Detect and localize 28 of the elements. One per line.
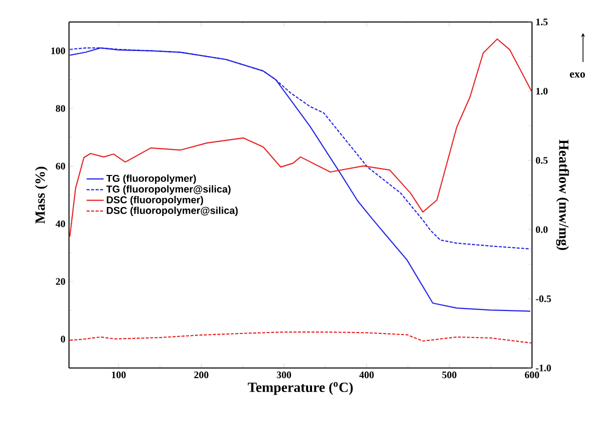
x-tick-label: 100 (112, 372, 126, 378)
y2-tick-label: -1.0 (536, 364, 551, 372)
y-tick-label: 60 (56, 162, 66, 170)
line-series (69, 331, 532, 344)
legend-label: TG (fluoropolymer) (106, 174, 196, 184)
x-tick-label: 500 (442, 372, 456, 378)
y2-axis-title: Heatflow (mw/mg) (556, 140, 570, 250)
y2-tick-label: 1.5 (536, 18, 548, 26)
x-tick-label: 400 (359, 372, 374, 378)
y2-tick-label: 0.5 (536, 157, 548, 164)
y-tick-label: 100 (51, 47, 66, 54)
y-tick-label: 20 (56, 278, 66, 285)
y-tick-label: 40 (56, 220, 66, 228)
legend-label: DSC (fluoropolymer@silica) (106, 206, 238, 216)
line-series (69, 47, 531, 312)
y-axis-title: Mass (%) (35, 166, 48, 224)
y2-tick-label: 0.0 (536, 226, 548, 233)
text: exo (570, 72, 585, 78)
y-tick-label: 80 (56, 105, 66, 112)
x-tick-label: 300 (276, 372, 292, 378)
legend-label: DSC (fluoropolymer) (106, 196, 204, 206)
y2-tick-label: 1.0 (536, 88, 548, 95)
x-axis-title: Temperature ($^{o}$C) (248, 382, 353, 395)
x-tick-label: 200 (194, 372, 208, 378)
legend-label: TG (fluoropolymer@silica) (106, 185, 231, 195)
y-tick-label: 0 (60, 336, 66, 343)
x-tick-label: 600 (524, 372, 540, 378)
y2-tick-label: -0.5 (536, 295, 551, 302)
